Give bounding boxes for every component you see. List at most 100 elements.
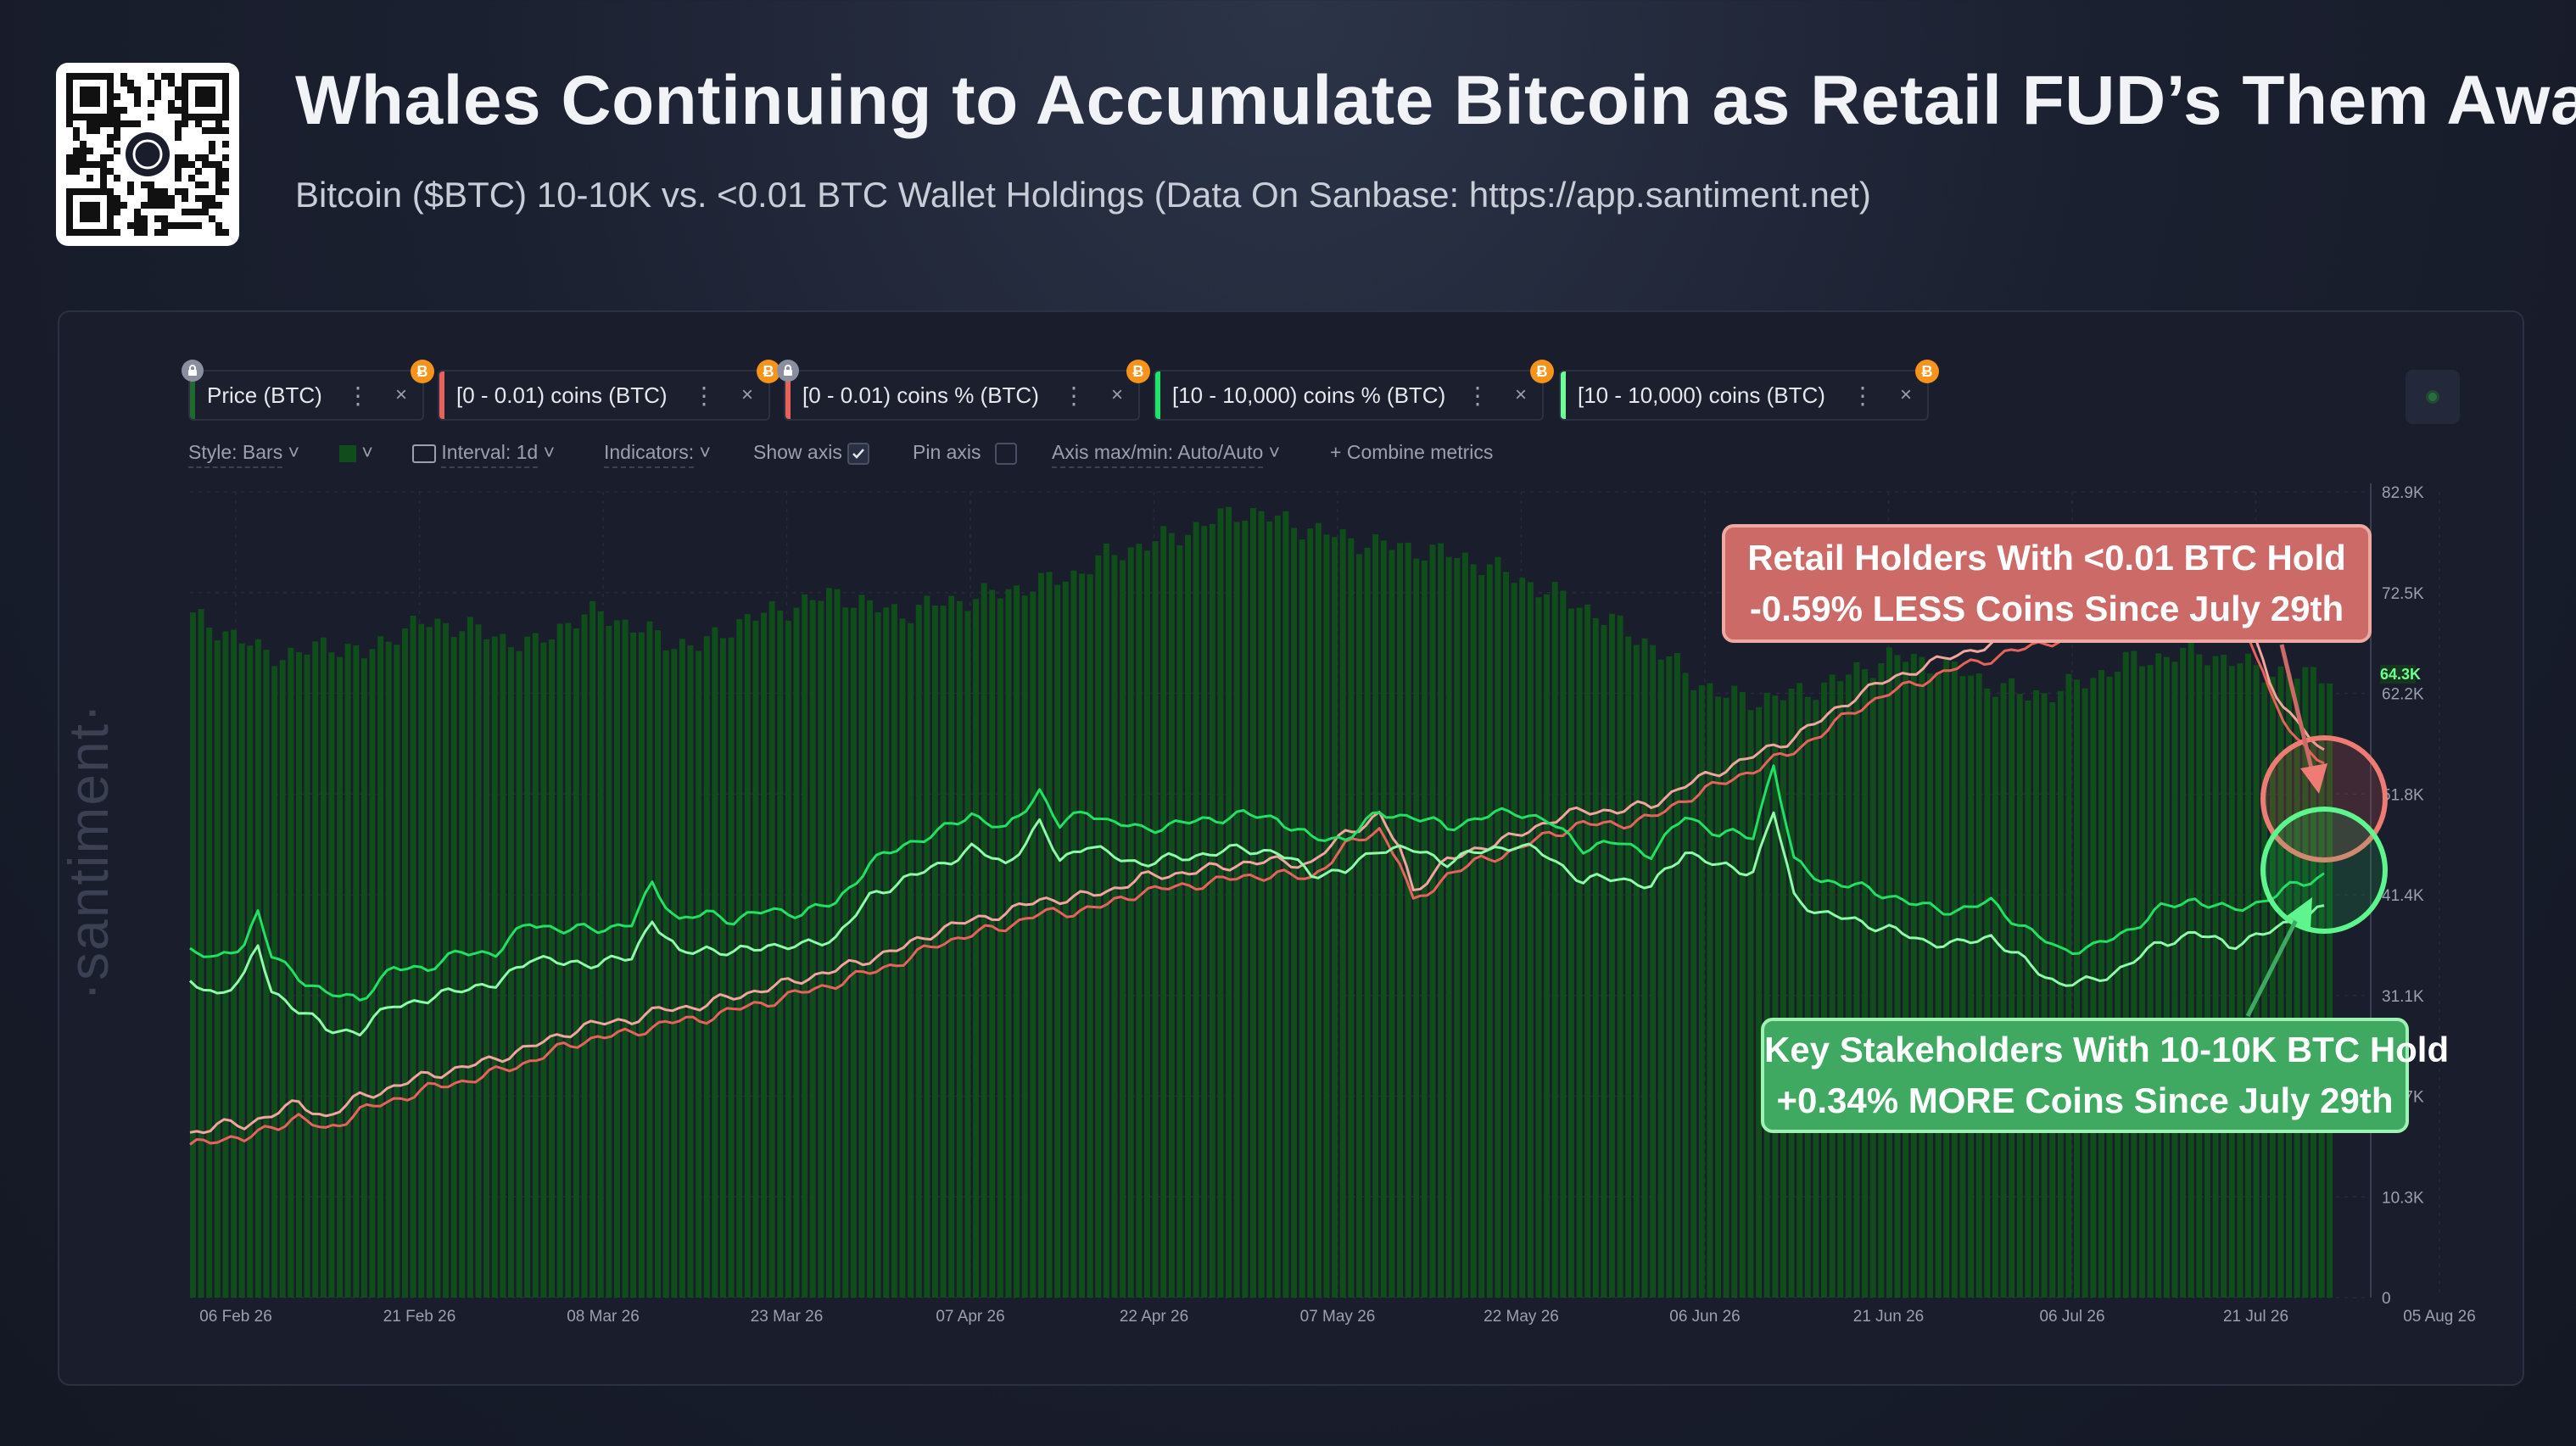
price-bar xyxy=(1160,526,1167,1298)
show-axis-checkbox[interactable] xyxy=(847,442,870,465)
price-bar xyxy=(1095,555,1102,1298)
show-axis-toggle[interactable]: Show axis xyxy=(753,441,870,465)
status-dot-button[interactable] xyxy=(2406,370,2460,424)
color-swatch xyxy=(339,444,356,462)
price-bar xyxy=(2310,667,2316,1298)
price-bar xyxy=(1919,656,1925,1298)
price-bar xyxy=(2261,682,2268,1298)
x-tick-label: 22 May 26 xyxy=(1484,1308,1559,1326)
qr-module xyxy=(134,87,141,93)
combine-metrics-button[interactable]: + Combine metrics xyxy=(1330,441,1494,463)
qr-module xyxy=(195,168,202,175)
pin-axis-toggle[interactable]: Pin axis xyxy=(913,441,1017,465)
qr-module xyxy=(127,222,134,229)
close-icon[interactable]: × xyxy=(740,383,753,406)
metric-tab-price[interactable]: Price (BTC) ⋮ × Ƀ xyxy=(182,360,434,421)
qr-module xyxy=(114,127,120,134)
qr-module xyxy=(182,209,188,215)
price-bar xyxy=(1633,645,1640,1298)
qr-module xyxy=(114,107,120,114)
price-bar xyxy=(1226,506,1232,1298)
color-selector[interactable]: ˅ xyxy=(339,441,373,464)
metric-tab-retail-percent[interactable]: [0 - 0.01) coins % (BTC) ⋮ × Ƀ xyxy=(777,360,1150,421)
price-bar xyxy=(1609,613,1615,1298)
metric-tab-whale-coins[interactable]: [10 - 10,000) coins (BTC) ⋮ × Ƀ xyxy=(1559,360,1939,421)
price-bar xyxy=(206,628,213,1298)
price-bar xyxy=(687,645,694,1298)
axis-maxmin-selector[interactable]: Axis max/min: Auto/Auto ˅ xyxy=(1052,441,1280,468)
price-bar xyxy=(1030,591,1037,1298)
qr-module xyxy=(188,175,195,181)
style-selector[interactable]: Style: Bars ˅ xyxy=(188,441,300,468)
price-bar xyxy=(2204,665,2210,1298)
y-tick-label: 62.2K xyxy=(2382,686,2424,704)
qr-module xyxy=(168,202,175,209)
close-icon[interactable]: × xyxy=(1899,383,1912,406)
price-bar xyxy=(1567,608,1574,1298)
metric-label: [0 - 0.01) coins (BTC) xyxy=(456,382,668,408)
qr-module xyxy=(148,181,154,188)
chevron-down-icon: ˅ xyxy=(288,441,300,463)
price-bar xyxy=(1070,570,1077,1298)
price-bar xyxy=(1813,700,1819,1298)
price-bar xyxy=(540,642,547,1298)
close-icon[interactable]: × xyxy=(394,383,407,406)
kebab-menu-icon[interactable]: ⋮ xyxy=(691,382,716,409)
price-bar xyxy=(410,615,416,1298)
qr-module xyxy=(100,168,107,175)
price-bar xyxy=(752,620,759,1298)
price-bar xyxy=(1339,529,1346,1298)
price-bar xyxy=(2041,693,2048,1298)
qr-module xyxy=(202,127,209,134)
qr-module xyxy=(134,209,141,215)
kebab-menu-icon[interactable]: ⋮ xyxy=(1850,382,1875,409)
price-bar xyxy=(1992,696,1998,1298)
qr-module xyxy=(107,154,114,161)
qr-module xyxy=(87,161,93,168)
price-bar xyxy=(1209,523,1215,1298)
price-bar xyxy=(500,634,506,1298)
metric-tab-retail-coins[interactable]: [0 - 0.01) coins (BTC) ⋮ × Ƀ xyxy=(438,360,780,421)
price-bar xyxy=(1120,560,1126,1298)
interval-selector[interactable]: Interval: 1d ˅ xyxy=(412,441,555,468)
indicators-selector[interactable]: Indicators: ˅ xyxy=(604,441,711,468)
price-bar xyxy=(1266,521,1273,1298)
price-bar xyxy=(1461,552,1468,1298)
price-bar xyxy=(703,636,710,1298)
close-icon[interactable]: × xyxy=(1514,383,1527,406)
qr-module xyxy=(168,195,175,202)
price-bar xyxy=(2180,647,2187,1298)
price-bar xyxy=(802,594,808,1298)
kebab-menu-icon[interactable]: ⋮ xyxy=(1465,382,1489,409)
qr-module xyxy=(100,120,107,127)
price-bar xyxy=(1233,522,1240,1298)
price-bar xyxy=(1111,555,1118,1298)
qr-module xyxy=(120,202,127,209)
price-bar xyxy=(1372,533,1379,1298)
qr-module xyxy=(134,120,141,127)
kebab-menu-icon[interactable]: ⋮ xyxy=(1061,382,1086,409)
price-bar xyxy=(2000,683,2007,1298)
qr-module xyxy=(114,114,120,120)
price-bar xyxy=(744,614,751,1298)
price-bar xyxy=(1143,550,1150,1298)
qr-module xyxy=(114,195,120,202)
price-bar xyxy=(1723,697,1729,1298)
price-bar xyxy=(2294,678,2300,1298)
metric-tab-whale-percent[interactable]: [10 - 10,000) coins % (BTC) ⋮ × Ƀ xyxy=(1154,360,1554,421)
price-bar xyxy=(2277,666,2284,1298)
price-bar xyxy=(728,637,735,1298)
price-bar xyxy=(1756,706,1763,1298)
retail-arrow-head xyxy=(2300,763,2327,794)
pin-axis-checkbox[interactable] xyxy=(994,442,1017,465)
close-icon[interactable]: × xyxy=(1110,383,1123,406)
kebab-menu-icon[interactable]: ⋮ xyxy=(345,382,370,409)
qr-module xyxy=(222,127,229,134)
price-bar xyxy=(1527,582,1534,1298)
price-bar xyxy=(475,624,482,1298)
metric-label: [0 - 0.01) coins % (BTC) xyxy=(802,382,1039,408)
lock-icon xyxy=(777,360,799,382)
qr-module xyxy=(134,215,141,222)
qr-module xyxy=(175,168,182,175)
page-title: Whales Continuing to Accumulate Bitcoin … xyxy=(295,62,2576,139)
